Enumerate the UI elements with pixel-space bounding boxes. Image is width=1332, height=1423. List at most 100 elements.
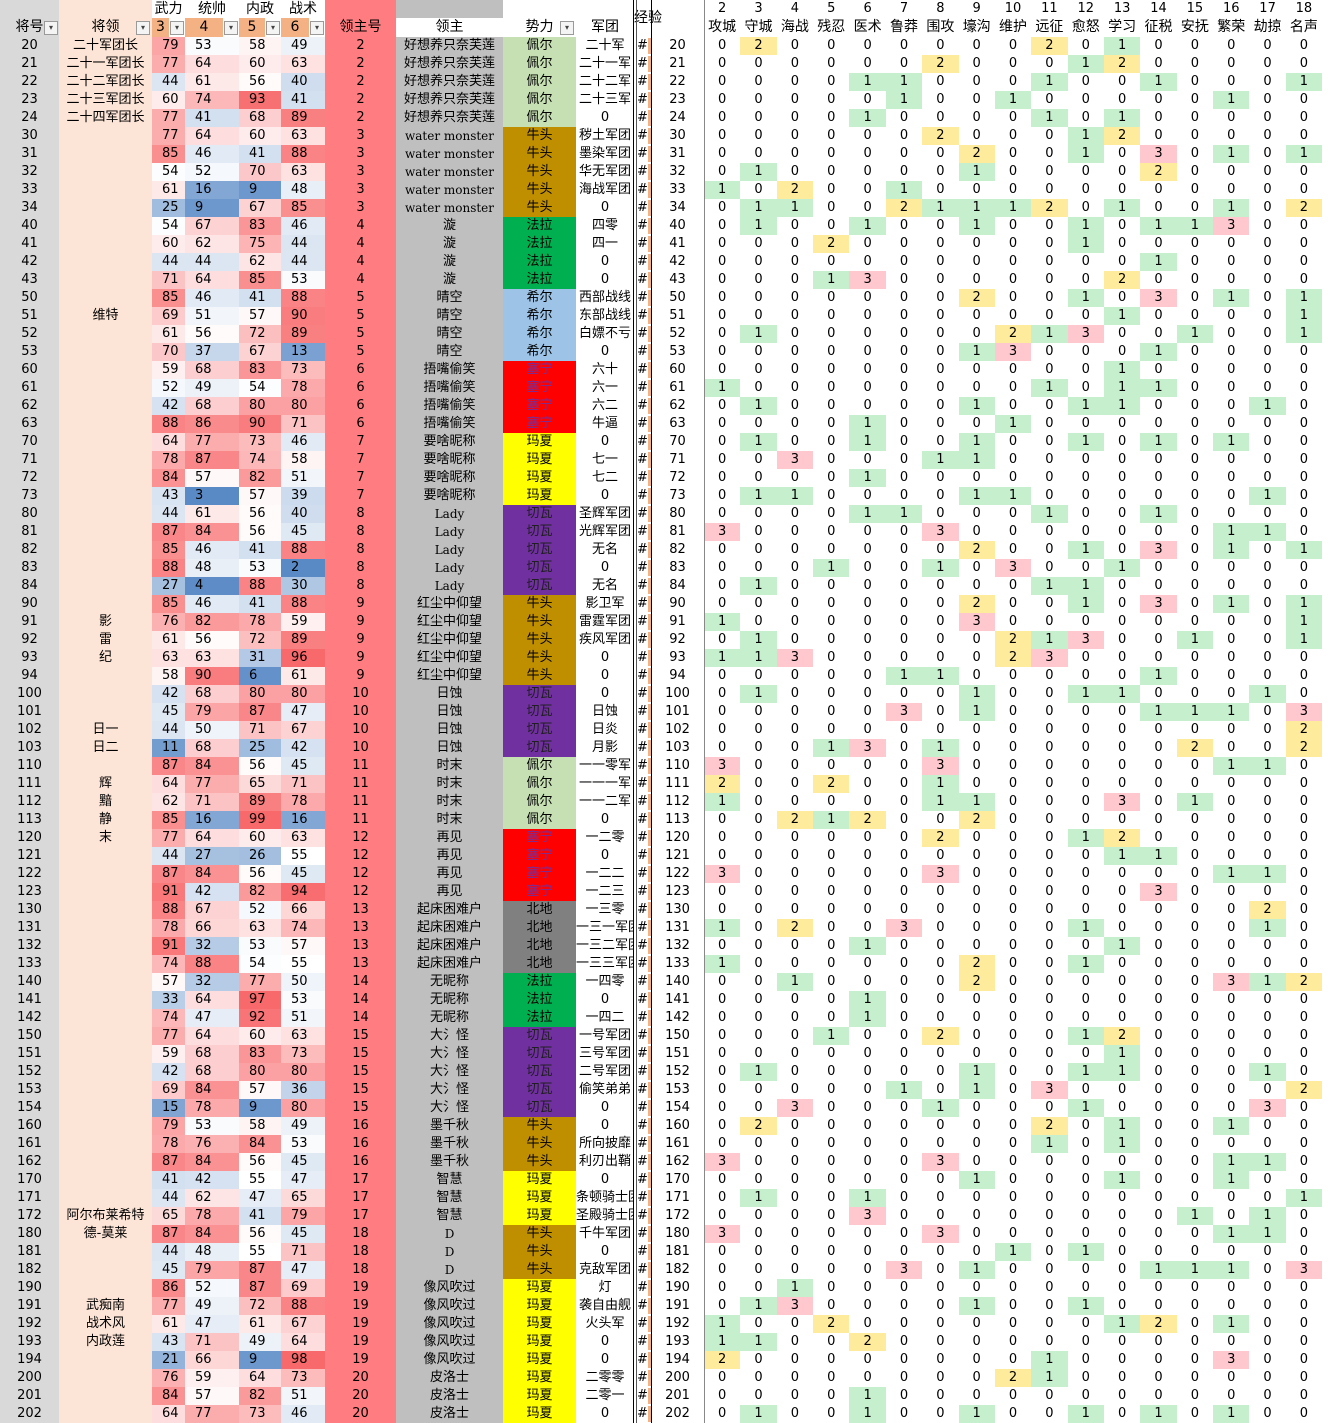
skill-value-cell[interactable]: 0 [936,722,945,737]
general-id-cell[interactable]: 202 [17,1406,42,1421]
skill-value-cell[interactable]: 0 [1045,1172,1054,1187]
skill-value-cell[interactable]: 0 [1045,1190,1054,1205]
skill-value-cell[interactable]: 0 [936,164,945,179]
skill-value-cell[interactable]: 0 [1190,686,1199,701]
skill-value-cell[interactable]: 0 [754,740,763,755]
skill-value-cell[interactable]: 0 [827,1154,836,1169]
lord-id-cell[interactable]: 4 [356,218,365,233]
skill-value-cell[interactable]: 0 [1154,1352,1163,1367]
skill-value-cell[interactable]: 0 [972,362,981,377]
skill-value-cell[interactable]: 0 [1045,1064,1054,1079]
skill-value-cell[interactable]: 0 [1081,1208,1090,1223]
skill-value-cell[interactable]: 1 [958,163,995,181]
skill-value-cell[interactable]: 0 [827,1334,836,1349]
stat-cell[interactable]: 85 [152,145,185,163]
skill-value-cell[interactable]: 1 [1031,73,1068,91]
skill-value-cell[interactable]: 0 [1263,1046,1272,1061]
faction-cell[interactable]: 法拉 [503,271,576,289]
skill-value-cell[interactable]: 0 [1154,308,1163,323]
stat-cell[interactable]: 45 [281,757,325,775]
row-number-cell[interactable]: 161 [665,1136,690,1151]
skill-value-cell[interactable]: 0 [1299,128,1309,143]
skill-value-cell[interactable]: 1 [813,271,850,289]
stat-cell[interactable]: 83 [239,361,281,379]
skill-value-cell[interactable]: 0 [1008,596,1018,611]
skill-value-cell[interactable]: 0 [863,146,872,161]
lord-name-cell[interactable]: 时末 [436,794,463,809]
skill-value-cell[interactable]: 0 [790,128,800,143]
skill-value-cell[interactable]: 0 [899,1370,909,1385]
skill-value-cell[interactable]: 0 [899,1316,909,1331]
stat-cell[interactable]: 82 [239,1387,281,1405]
skill-value-cell[interactable]: 0 [1190,542,1199,557]
skill-value-cell[interactable]: 0 [718,704,727,719]
skill-value-cell[interactable]: 2 [994,631,1032,649]
skill-value-cell[interactable]: 0 [718,362,727,377]
stat-cell[interactable]: 4 [185,577,239,595]
army-cell[interactable]: 月影 [591,740,618,755]
stat-cell[interactable]: 87 [152,1153,185,1171]
row-number-cell[interactable]: 91 [669,614,686,629]
skill-value-cell[interactable]: 0 [1190,938,1199,953]
stat-cell[interactable]: 58 [239,1117,281,1135]
skill-value-cell[interactable]: 1 [1213,1117,1250,1135]
skill-value-cell[interactable]: 0 [1008,578,1018,593]
army-cell[interactable]: 0 [600,1352,610,1367]
general-id-cell[interactable]: 40 [21,218,38,233]
skill-value-cell[interactable]: 0 [1263,992,1272,1007]
stat-cell[interactable]: 66 [281,901,325,919]
skill-value-cell[interactable]: 0 [1117,1334,1127,1349]
general-id-cell[interactable]: 193 [17,1334,42,1349]
skill-value-cell[interactable]: 0 [790,290,800,305]
stat-cell[interactable]: 64 [185,829,239,847]
skill-value-cell[interactable]: 0 [972,506,981,521]
lord-name-cell[interactable]: 好想养只奈芙莲 [403,38,495,53]
skill-value-cell[interactable]: 0 [754,1082,763,1097]
lord-name-cell[interactable]: 要啥昵称 [423,470,476,485]
army-cell[interactable]: 0 [600,668,610,683]
skill-value-cell[interactable]: 0 [1045,1406,1054,1421]
skill-value-cell[interactable]: 0 [1117,1208,1127,1223]
skill-value-cell[interactable]: 0 [936,146,945,161]
skill-value-cell[interactable]: 1 [1067,577,1104,595]
skill-value-cell[interactable]: 1 [1103,37,1141,55]
skill-value-cell[interactable]: 0 [718,1190,727,1205]
skill-value-cell[interactable]: 0 [1263,290,1272,305]
skill-value-cell[interactable]: 0 [1008,902,1018,917]
lord-id-cell[interactable]: 7 [356,434,365,449]
skill-value-cell[interactable]: 1 [1140,433,1177,451]
general-id-cell[interactable]: 182 [17,1262,42,1277]
lord-id-cell[interactable]: 5 [356,326,365,341]
skill-value-cell[interactable]: 0 [718,1406,727,1421]
skill-value-cell[interactable]: 0 [1263,830,1272,845]
skill-value-cell[interactable]: 0 [1263,164,1272,179]
skill-value-cell[interactable]: 0 [790,56,800,71]
skill-value-cell[interactable]: 0 [1299,1370,1309,1385]
skill-value-cell[interactable]: 0 [1263,776,1272,791]
lord-id-cell[interactable]: 9 [356,650,365,665]
stat-cell[interactable]: 91 [152,883,185,901]
skill-value-cell[interactable]: 0 [718,110,727,125]
stat-cell[interactable]: 64 [185,271,239,289]
skill-value-cell[interactable]: 0 [754,110,763,125]
skill-value-cell[interactable]: 3 [1285,703,1323,721]
faction-cell[interactable]: 北地 [503,901,576,919]
skill-value-cell[interactable]: 1 [1213,595,1250,613]
faction-cell[interactable]: 佩尔 [503,793,576,811]
skill-value-cell[interactable]: 0 [936,1316,945,1331]
skill-value-cell[interactable]: 0 [899,938,909,953]
general-id-cell[interactable]: 153 [17,1082,42,1097]
skill-value-cell[interactable]: 0 [1299,452,1309,467]
row-number-cell[interactable]: 43 [669,272,686,287]
stat-cell[interactable]: 50 [281,973,325,991]
skill-value-cell[interactable]: 0 [1117,920,1127,935]
skill-value-cell[interactable]: 0 [1081,1280,1090,1295]
stat-cell[interactable]: 68 [185,397,239,415]
skill-value-cell[interactable]: 0 [1299,380,1309,395]
skill-value-cell[interactable]: 0 [1008,380,1018,395]
skill-value-cell[interactable]: 1 [1103,1171,1141,1189]
skill-value-cell[interactable]: 1 [1067,397,1104,415]
skill-value-cell[interactable]: 0 [936,236,945,251]
lord-name-cell[interactable]: 捂嘴偷笑 [423,380,476,395]
skill-value-cell[interactable]: 0 [790,272,800,287]
